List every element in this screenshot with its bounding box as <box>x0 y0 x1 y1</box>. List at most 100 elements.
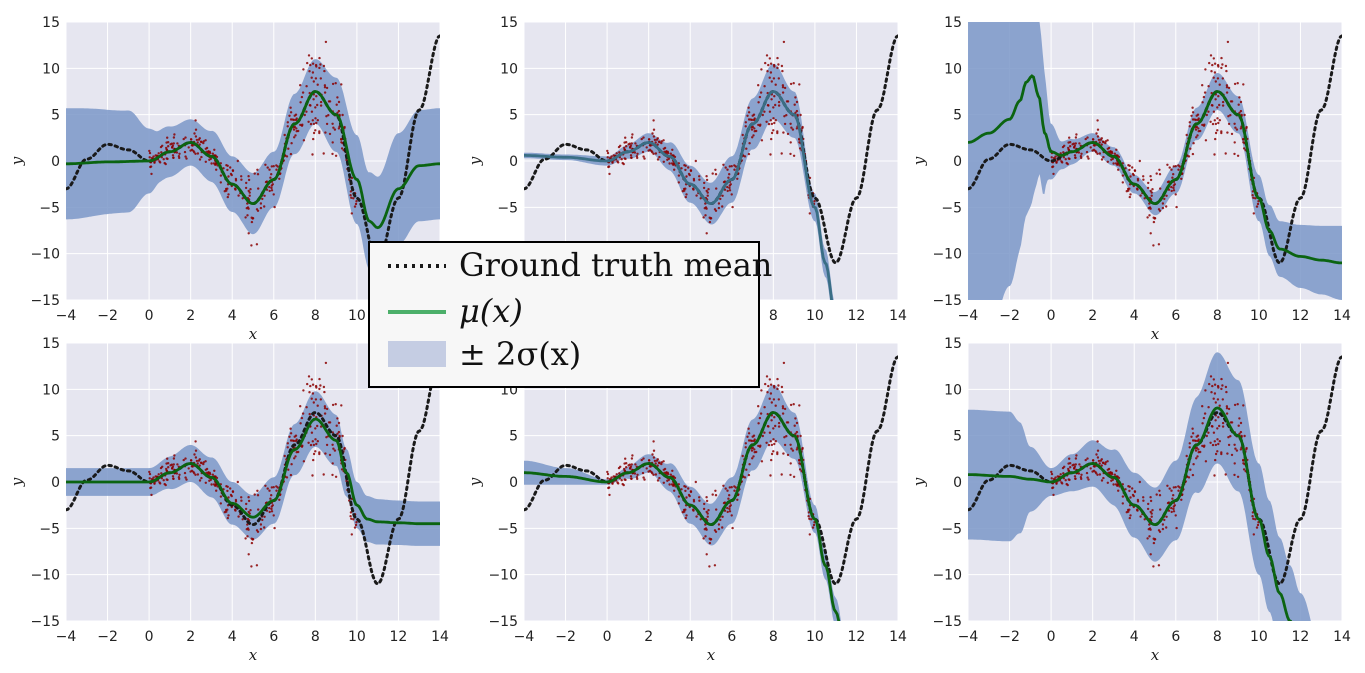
x-tick-label: −2 <box>97 308 118 324</box>
observation-point <box>1104 141 1107 145</box>
observation-point <box>713 564 717 567</box>
mean-line <box>66 90 440 230</box>
observation-point <box>353 205 357 208</box>
observation-point <box>1239 421 1243 425</box>
observation-point <box>1211 63 1214 67</box>
y-tick-label: −15 <box>932 293 962 309</box>
observation-point <box>172 463 175 466</box>
observation-point <box>312 443 316 447</box>
observation-point <box>695 515 698 518</box>
observation-point <box>811 526 815 529</box>
observation-point <box>271 183 274 186</box>
y-tick-label: 10 <box>42 61 60 77</box>
x-tick-label: 2 <box>1088 308 1097 324</box>
observation-point <box>153 481 156 485</box>
observation-point <box>1227 407 1231 411</box>
observation-point <box>1170 168 1173 171</box>
observation-point <box>331 122 334 126</box>
observation-point <box>273 205 276 209</box>
observation-point <box>755 450 758 454</box>
observation-point <box>1106 147 1110 150</box>
observation-point <box>1171 176 1174 179</box>
observation-point <box>1096 135 1100 138</box>
observation-point <box>1225 405 1229 408</box>
observation-point <box>1217 442 1220 446</box>
observation-point <box>1106 139 1109 142</box>
observation-point <box>1226 452 1229 455</box>
observation-point <box>1067 462 1070 465</box>
observation-point <box>253 172 256 175</box>
observation-point <box>726 168 729 171</box>
observation-point <box>1252 212 1256 215</box>
observation-point <box>747 152 751 156</box>
observation-point <box>286 442 289 445</box>
observation-point <box>1208 61 1211 65</box>
observation-point <box>1196 134 1199 137</box>
observation-point <box>1242 404 1245 407</box>
observation-point <box>1054 476 1057 479</box>
mean-line <box>968 406 1293 621</box>
observation-point <box>149 486 153 489</box>
observation-point <box>297 450 300 454</box>
observation-point <box>187 146 190 149</box>
observation-point <box>1143 197 1146 200</box>
observation-point <box>1066 162 1069 166</box>
observation-point <box>1074 463 1078 466</box>
observation-point <box>319 398 322 401</box>
observation-point <box>707 188 710 191</box>
observation-point <box>161 144 164 147</box>
observation-point <box>640 458 643 462</box>
observation-point <box>208 151 212 155</box>
observation-point <box>683 485 686 488</box>
observation-point <box>1210 70 1213 73</box>
observation-point <box>1216 77 1220 80</box>
observation-point <box>1060 160 1063 163</box>
observation-point <box>264 484 267 487</box>
observation-point <box>1098 462 1101 465</box>
x-tick-label: 6 <box>1171 308 1180 324</box>
mean-line <box>66 417 440 526</box>
observation-point <box>263 205 266 208</box>
observation-point <box>1066 483 1069 487</box>
observation-point <box>268 185 271 189</box>
observation-point <box>782 361 786 365</box>
y-tick-label: −15 <box>932 614 962 630</box>
observation-point <box>318 377 321 381</box>
observation-point <box>619 465 622 468</box>
y-tick-label: 0 <box>51 475 60 491</box>
observation-point <box>783 115 786 118</box>
observation-point <box>651 472 654 475</box>
observation-point <box>1080 473 1083 476</box>
observation-point <box>759 91 763 94</box>
observation-point <box>249 509 252 512</box>
observation-point <box>283 133 286 137</box>
observation-point <box>703 181 706 185</box>
observation-point <box>300 416 304 420</box>
observation-point <box>677 174 681 177</box>
observation-point <box>270 173 273 176</box>
observation-point <box>312 137 315 141</box>
observation-point <box>251 217 255 220</box>
observation-point <box>631 454 634 457</box>
observation-point <box>645 467 648 470</box>
observation-point <box>1148 202 1151 205</box>
observation-point <box>302 68 305 71</box>
observation-point <box>177 155 181 158</box>
observation-point <box>167 466 170 469</box>
observation-point <box>733 489 736 492</box>
observation-point <box>176 463 179 466</box>
observation-point <box>1209 375 1213 378</box>
observation-point <box>152 476 155 479</box>
x-tick-label: 0 <box>145 629 154 645</box>
observation-point <box>1242 141 1245 144</box>
observation-point <box>673 489 676 492</box>
observation-point <box>170 142 173 145</box>
x-tick-label: 12 <box>1292 629 1310 645</box>
observation-point <box>336 111 339 115</box>
observation-point <box>194 135 198 138</box>
y-tick-label: −10 <box>30 568 60 584</box>
observation-point <box>350 196 353 199</box>
observation-point <box>341 434 344 438</box>
x-tick-label: 8 <box>311 629 320 645</box>
observation-point <box>1165 526 1168 529</box>
